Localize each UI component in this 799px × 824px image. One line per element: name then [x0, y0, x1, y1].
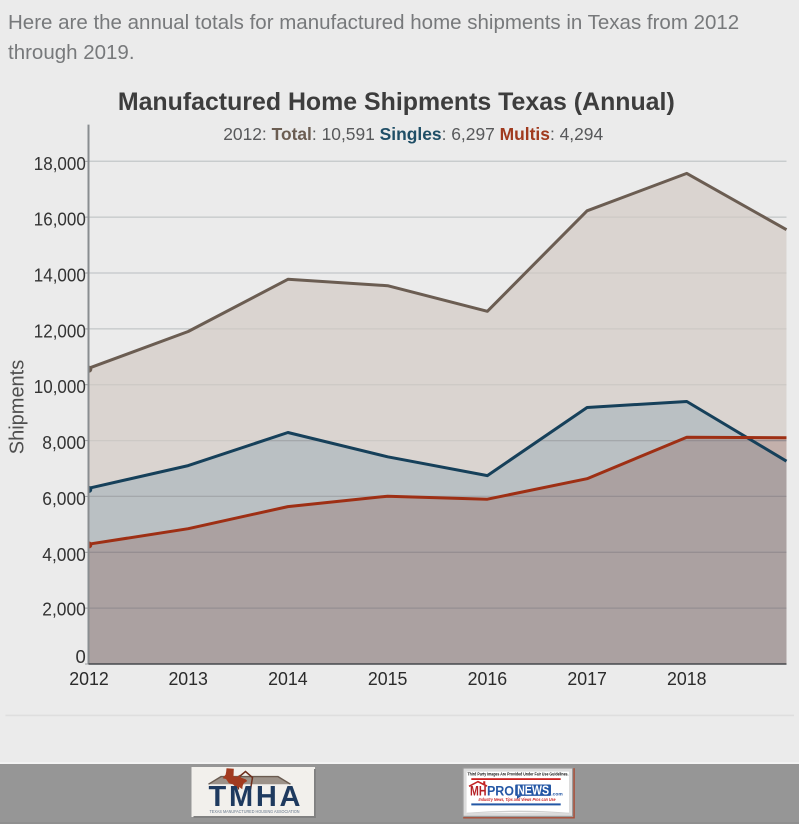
svg-text:18,000: 18,000	[34, 153, 86, 174]
svg-text:Industry News, Tips and Views: Industry News, Tips and Views Pros can U…	[479, 797, 556, 802]
svg-text:NEWS: NEWS	[517, 783, 549, 797]
svg-text:Third Party Images Are Provide: Third Party Images Are Provided Under Fa…	[468, 771, 569, 776]
svg-text:TEXAS MANUFACTURED HOUSING ASS: TEXAS MANUFACTURED HOUSING ASSOCIATION	[210, 809, 300, 814]
svg-text:0: 0	[76, 646, 86, 667]
svg-text:4,000: 4,000	[42, 544, 86, 565]
svg-text:through 2019.: through 2019.	[8, 41, 135, 64]
svg-text:16,000: 16,000	[34, 209, 86, 230]
svg-text:Shipments: Shipments	[7, 360, 29, 455]
svg-text:.com: .com	[551, 792, 563, 797]
svg-text:2,000: 2,000	[42, 599, 86, 620]
svg-text:2017: 2017	[567, 669, 607, 690]
svg-text:2012: Total: 10,591 Singles: 6: 2012: Total: 10,591 Singles: 6,297 Multi…	[223, 124, 603, 144]
svg-text:2018: 2018	[667, 669, 707, 690]
svg-text:Here are the annual totals for: Here are the annual totals for manufactu…	[8, 11, 739, 34]
svg-text:PRO: PRO	[487, 784, 514, 800]
svg-text:12,000: 12,000	[34, 320, 86, 341]
svg-text:MH: MH	[470, 784, 487, 800]
svg-text:14,000: 14,000	[34, 265, 86, 286]
svg-text:2014: 2014	[268, 669, 308, 690]
svg-text:8,000: 8,000	[42, 432, 86, 453]
svg-text:2016: 2016	[468, 669, 508, 690]
svg-text:2012: 2012	[69, 669, 109, 690]
svg-text:6,000: 6,000	[42, 488, 86, 509]
svg-text:2013: 2013	[168, 669, 208, 690]
svg-text:2015: 2015	[368, 669, 408, 690]
svg-text:10,000: 10,000	[34, 376, 86, 397]
svg-text:Manufactured Home Shipments Te: Manufactured Home Shipments Texas (Annua…	[118, 88, 675, 116]
